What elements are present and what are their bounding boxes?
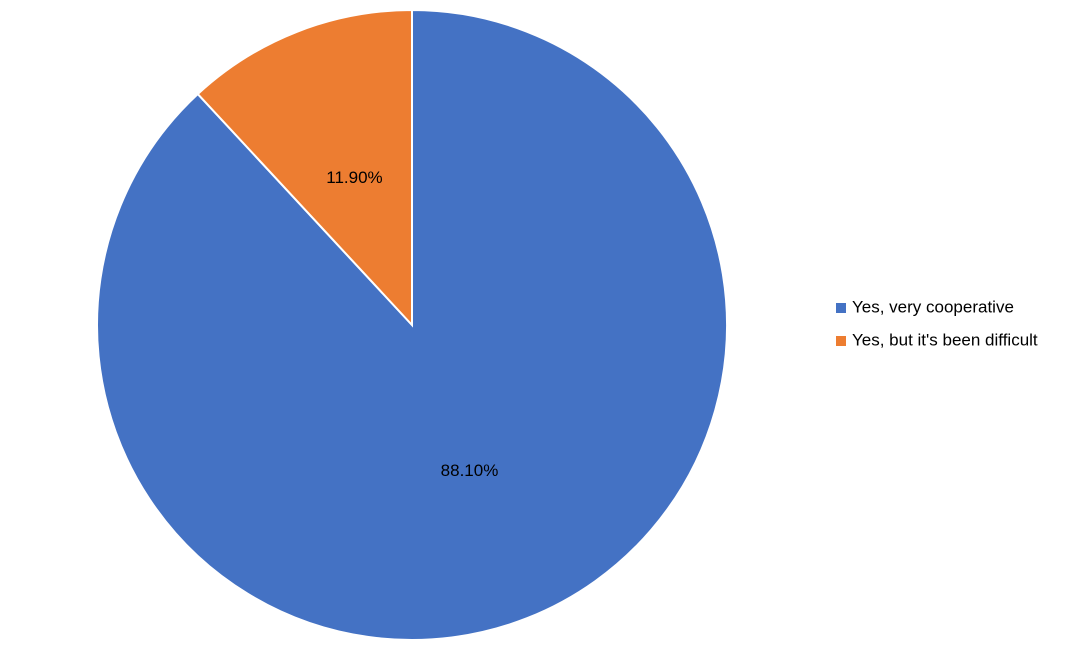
legend-swatch bbox=[836, 303, 846, 313]
legend-label: Yes, very cooperative bbox=[852, 297, 1014, 316]
legend-swatch bbox=[836, 336, 846, 346]
data-label: 88.10% bbox=[441, 461, 499, 480]
legend-label: Yes, but it's been difficult bbox=[852, 330, 1038, 349]
data-label: 11.90% bbox=[326, 168, 382, 187]
pie-slice bbox=[196, 8, 413, 328]
